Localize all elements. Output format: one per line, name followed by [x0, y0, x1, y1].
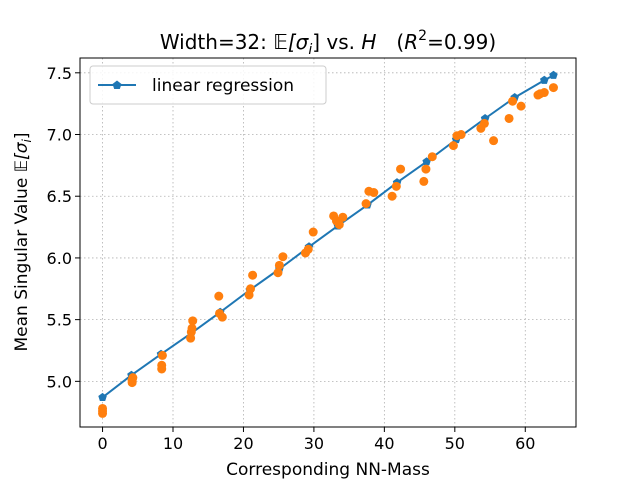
title-r2-r: R	[404, 30, 418, 54]
observed-point	[308, 227, 318, 237]
title-math-sub: i	[308, 42, 312, 58]
observed-point	[369, 188, 379, 198]
observed-point	[214, 291, 224, 301]
observed-point	[98, 403, 108, 413]
observed-point	[246, 284, 255, 294]
observed-point	[187, 323, 197, 333]
observed-point	[303, 244, 313, 254]
observed-point	[396, 164, 406, 174]
observed-point	[387, 191, 397, 201]
y-tick-label: 6.0	[47, 249, 72, 268]
x-axis-ticks: 0 10 20 30 40 50 60	[97, 427, 535, 453]
legend-box	[89, 65, 327, 105]
x-tick-label: 40	[374, 434, 394, 453]
title-r2-value: =0.99)	[427, 30, 496, 54]
title-math-h: H	[361, 30, 376, 54]
x-tick-label: 0	[97, 434, 107, 453]
title-prefix: Width=32:	[160, 30, 273, 54]
ylabel-math-lhs: 𝔼[σ	[12, 141, 32, 172]
observed-point	[516, 101, 526, 111]
regression-point	[98, 392, 107, 401]
y-tick-label: 7.5	[47, 64, 72, 83]
observed-point	[157, 350, 167, 360]
observed-point	[427, 152, 437, 162]
ylabel-math-sub: i	[20, 138, 34, 142]
legend-marker	[112, 80, 122, 89]
x-tick-label: 60	[515, 434, 535, 453]
observed-point	[391, 181, 401, 191]
observed-point	[539, 88, 549, 98]
ylabel-math-rhs: ]	[12, 133, 32, 140]
observed-point	[361, 199, 371, 209]
title-r2-sup: 2	[418, 28, 427, 44]
observed-point	[128, 373, 138, 383]
regression-point	[540, 75, 549, 84]
y-axis-ticks: 5.0 5.5 6.0 6.5 7.0 7.5	[47, 64, 80, 391]
x-tick-label: 50	[445, 434, 465, 453]
observed-point	[419, 176, 429, 186]
observed-point	[334, 220, 344, 230]
legend-label: linear regression	[152, 76, 294, 96]
y-tick-label: 7.0	[47, 126, 72, 145]
observed-layer	[98, 83, 558, 418]
x-tick-label: 20	[233, 434, 253, 453]
ylabel-text: Mean Singular Value	[12, 172, 32, 351]
observed-point	[248, 270, 258, 280]
plot-frame	[79, 57, 577, 428]
y-tick-label: 6.5	[47, 187, 72, 206]
observed-point	[157, 360, 167, 370]
x-tick-label: 10	[163, 434, 183, 453]
observed-point	[338, 212, 348, 222]
y-axis-label: Mean Singular Value 𝔼[σi]	[12, 133, 34, 352]
legend: linear regression	[89, 65, 327, 105]
plot-area	[80, 58, 576, 427]
observed-point	[448, 141, 458, 151]
title-math-rhs: ] vs.	[312, 30, 361, 54]
observed-point	[508, 96, 518, 106]
y-tick-label: 5.0	[47, 372, 72, 391]
observed-point	[217, 312, 227, 322]
regression-point	[549, 70, 558, 79]
observed-point	[489, 136, 499, 146]
observed-point	[548, 83, 558, 93]
title-math-lhs: 𝔼[σ	[273, 30, 309, 54]
observed-point	[274, 260, 284, 270]
observed-point	[479, 118, 489, 128]
observed-point	[188, 316, 198, 326]
x-tick-label: 30	[304, 434, 324, 453]
x-axis-label: Corresponding NN-Mass	[226, 460, 430, 480]
observed-point	[456, 130, 466, 140]
title-r2-open: (	[396, 30, 404, 54]
chart-title: Width=32: 𝔼[σi] vs. H (R2=0.99)	[160, 28, 496, 58]
observed-point	[273, 268, 283, 278]
observed-point	[278, 252, 288, 262]
y-tick-label: 5.5	[47, 311, 72, 330]
observed-point	[421, 164, 431, 174]
observed-point	[504, 113, 514, 123]
